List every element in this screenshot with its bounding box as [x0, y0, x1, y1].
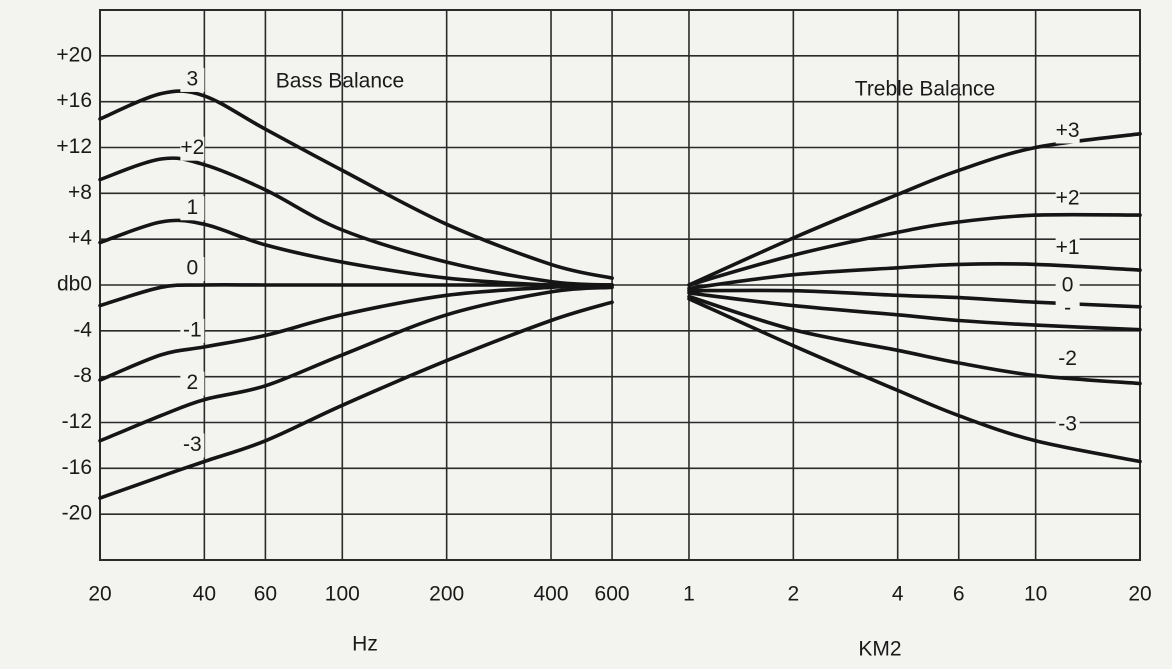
curve-label: 0 — [1062, 274, 1074, 297]
curve — [687, 297, 1142, 464]
x-tick-label: 400 — [534, 583, 569, 606]
y-tick-label: +8 — [68, 181, 92, 204]
curve-label: 0 — [187, 257, 199, 280]
x-tick-label: 20 — [88, 583, 111, 606]
curve-label: +2 — [180, 136, 204, 159]
curve-label-bg — [1055, 274, 1080, 299]
y-tick-label: +4 — [68, 227, 92, 250]
curve-label: +2 — [1056, 187, 1080, 210]
y-tick-label: +20 — [56, 43, 92, 66]
curve — [687, 212, 1142, 287]
curve — [687, 261, 1142, 291]
x-tick-label: 600 — [595, 583, 630, 606]
curve-label-bg — [180, 371, 205, 396]
curve-label-bg — [180, 433, 205, 458]
curve-label: -2 — [1058, 347, 1077, 370]
curve-label-bg — [180, 196, 205, 221]
curve-label-bg — [180, 257, 205, 281]
curve — [687, 132, 1142, 287]
x-tick-label: 1 — [683, 583, 695, 606]
curve-label-bg — [180, 67, 205, 92]
curve — [687, 294, 1142, 386]
curve — [98, 156, 614, 287]
curve — [98, 300, 614, 500]
x-tick-label: 200 — [429, 583, 464, 606]
curve — [98, 89, 614, 280]
curve — [687, 288, 1142, 309]
curve-label: -1 — [183, 318, 202, 341]
curve — [687, 291, 1142, 332]
y-tick-label: -12 — [62, 410, 92, 433]
x-tick-label: 2 — [787, 583, 799, 606]
curve-label-bg — [1055, 187, 1080, 212]
y-tick-label: -8 — [73, 364, 92, 387]
x-tick-label: 6 — [953, 583, 965, 606]
curve-label: 2 — [187, 371, 199, 394]
y-tick-label: +16 — [56, 89, 92, 112]
curve-label-bg — [1055, 297, 1080, 322]
curve-label-bg — [1055, 412, 1080, 437]
x-tick-label: 40 — [193, 583, 216, 606]
x-tick-label: 60 — [254, 583, 277, 606]
curve-label: -3 — [183, 433, 202, 456]
bass-title: Bass Balance — [276, 70, 404, 93]
x-tick-label: 20 — [1128, 583, 1151, 606]
curve-label: 1 — [187, 196, 199, 219]
curve-label-bg — [1055, 119, 1080, 144]
y-tick-label: -16 — [62, 456, 92, 479]
curve-label: +1 — [1056, 236, 1080, 259]
y-tick-label: +12 — [56, 135, 92, 158]
x-tick-label: 10 — [1024, 583, 1047, 606]
curve-label-bg — [180, 136, 205, 161]
x-tick-label: 4 — [892, 583, 904, 606]
x-axis-label-right: KM2 — [858, 638, 901, 661]
curve-label-bg — [1055, 236, 1080, 261]
x-tick-label: 100 — [325, 583, 360, 606]
curve-label: - — [1064, 297, 1071, 320]
y-tick-label: -20 — [62, 502, 92, 525]
curve-label-bg — [180, 318, 205, 343]
treble-title: Treble Balance — [855, 78, 995, 101]
curve — [98, 283, 614, 308]
curve — [98, 283, 614, 382]
curve-label: +3 — [1056, 119, 1080, 142]
curve-label: -3 — [1058, 412, 1077, 435]
y-tick-label: -4 — [73, 318, 92, 341]
curve-label: 3 — [187, 67, 199, 90]
curve — [98, 285, 614, 443]
curve-label-bg — [1055, 347, 1080, 372]
y-tick-label: db0 — [57, 273, 92, 296]
x-axis-label: Hz — [352, 633, 378, 656]
